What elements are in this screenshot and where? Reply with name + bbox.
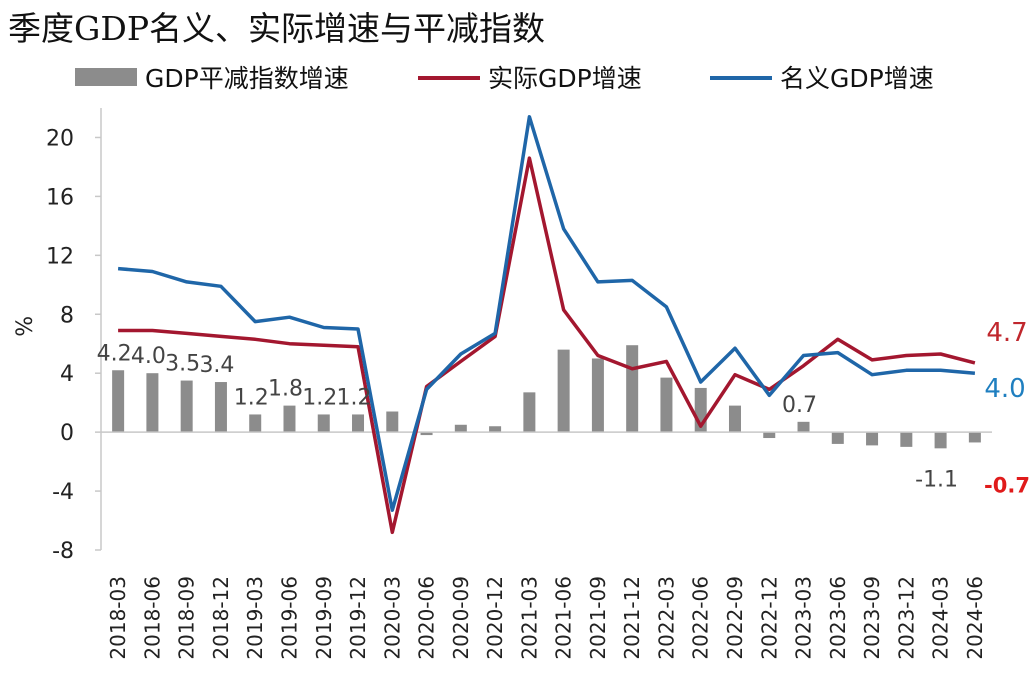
- x-tick-label: 2019-12: [346, 576, 370, 660]
- labels-group: 4.2 4.0 3.5 3.41.2 1.8 1.2 1.2 0.7-1.14.74.0-0.…: [97, 318, 1030, 498]
- x-tick-label: 2022-12: [757, 576, 781, 660]
- bar-data-label: 1.2: [302, 385, 337, 410]
- deflator-bar: [180, 380, 193, 433]
- y-tick-label: -8: [52, 539, 74, 564]
- bar-data-label: 4.2: [97, 341, 132, 366]
- x-tick-label: 2021-03: [517, 576, 541, 660]
- x-tick-label: 2024-03: [929, 576, 953, 660]
- bar-data-label: 1.2: [234, 385, 269, 410]
- deflator-bar: [968, 432, 981, 443]
- x-tick-label: 2020-12: [483, 576, 507, 660]
- deflator-bar: [454, 424, 467, 433]
- x-tick-label: 2018-03: [106, 576, 130, 660]
- legend-label: 名义GDP增速: [780, 64, 934, 93]
- x-tick-label: 2020-03: [380, 576, 404, 660]
- deflator-bar: [900, 432, 913, 447]
- deflator-bar: [934, 432, 947, 449]
- x-tick-label: 2021-09: [586, 576, 610, 660]
- real-gdp-line: [118, 156, 976, 535]
- bar-data-label: 3.4: [199, 353, 234, 378]
- bars-group: [112, 345, 981, 449]
- deflator-bar: [591, 358, 604, 433]
- x-tick-label: 2022-03: [654, 576, 678, 660]
- end-value-label: 4.0: [984, 374, 1025, 404]
- bar-data-label: 4.0: [131, 344, 166, 369]
- end-value-label: -0.7: [984, 473, 1030, 497]
- bar-data-label: -1.1: [915, 467, 958, 492]
- x-tick-label: 2020-09: [449, 576, 473, 660]
- x-tick-label: 2021-06: [552, 576, 576, 660]
- deflator-bar: [214, 382, 227, 433]
- x-tick-label: 2018-06: [140, 576, 164, 660]
- chart-title: 季度GDP名义、实际增速与平减指数: [8, 9, 546, 48]
- nominal-gdp-line: [117, 115, 976, 512]
- x-tick-label: 2018-12: [209, 576, 233, 660]
- bar-data-label: 1.8: [268, 377, 303, 402]
- y-tick-label: 4: [60, 362, 74, 387]
- y-tick-label: 12: [46, 244, 74, 269]
- legend-label: GDP平减指数增速: [145, 64, 349, 93]
- legend-label: 实际GDP增速: [488, 64, 642, 93]
- x-tick-label: 2023-06: [826, 576, 850, 660]
- deflator-bar: [112, 370, 125, 433]
- deflator-bar: [866, 432, 879, 446]
- deflator-bar: [523, 392, 536, 433]
- x-tick-label: 2024-06: [963, 576, 987, 660]
- deflator-bar: [831, 432, 844, 444]
- deflator-bar: [626, 345, 639, 433]
- legend: GDP平减指数增速 实际GDP增速 名义GDP增速: [75, 64, 934, 93]
- end-value-label: 4.7: [986, 318, 1027, 348]
- deflator-bar: [283, 405, 296, 433]
- bar-data-label: 3.5: [165, 352, 200, 377]
- x-tick-label: 2023-12: [894, 576, 918, 660]
- deflator-bar: [660, 377, 673, 433]
- x-tick-label: 2019-06: [277, 576, 301, 660]
- y-tick-label: -4: [52, 480, 74, 505]
- deflator-bar: [317, 414, 330, 433]
- deflator-bar: [728, 405, 741, 433]
- y-tick-label: 20: [46, 126, 74, 151]
- deflator-bar: [763, 432, 776, 439]
- x-tick-label: 2023-09: [860, 576, 884, 660]
- deflator-bar: [386, 411, 399, 433]
- x-tick-label: 2021-12: [620, 576, 644, 660]
- deflator-bar: [146, 373, 159, 433]
- deflator-bar: [249, 414, 262, 433]
- y-tick-label: 8: [60, 303, 74, 328]
- x-tick-label: 2019-09: [312, 576, 336, 660]
- lines-group: [117, 115, 976, 535]
- axes-group: -8 -4 0 4 8 12 16 20% 2018-03 2018-06 2018-09 2018-…: [13, 108, 992, 660]
- deflator-bar: [489, 426, 502, 433]
- deflator-bar: [797, 421, 810, 433]
- x-tick-label: 2022-06: [689, 576, 713, 660]
- x-tick-label: 2022-09: [723, 576, 747, 660]
- y-tick-label: 0: [60, 421, 74, 446]
- y-tick-label: 16: [46, 185, 74, 210]
- x-tick-label: 2019-03: [243, 576, 267, 660]
- deflator-bar: [420, 432, 433, 436]
- bar-data-label: 0.7: [782, 393, 817, 418]
- deflator-bar: [352, 414, 365, 433]
- bar-data-label: 1.2: [337, 385, 372, 410]
- x-tick-label: 2018-09: [175, 576, 199, 660]
- legend-swatch-bar: [75, 68, 137, 86]
- deflator-bar: [557, 349, 570, 433]
- x-tick-label: 2023-03: [792, 576, 816, 660]
- y-axis-label: %: [13, 316, 38, 337]
- x-tick-label: 2020-06: [415, 576, 439, 660]
